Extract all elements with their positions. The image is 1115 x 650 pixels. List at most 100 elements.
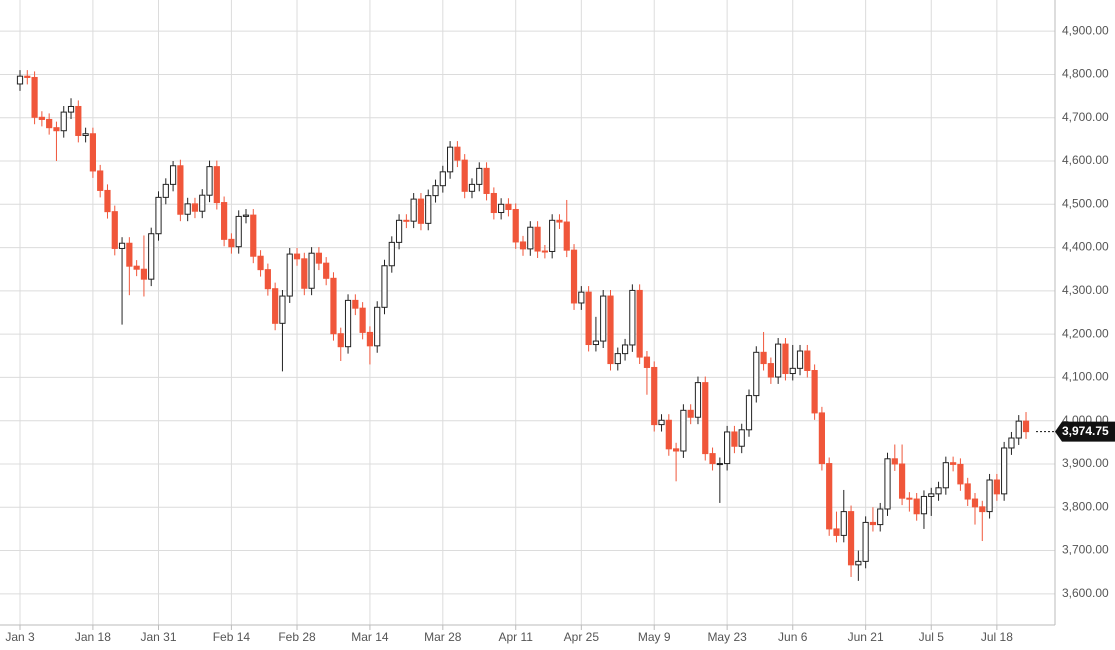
candle-body: [745, 395, 753, 431]
candle-body: [964, 483, 971, 500]
candle-body: [804, 350, 811, 371]
candle-body: [738, 429, 745, 447]
x-tick-label: Jan 31: [140, 630, 176, 644]
x-tick-label: Jun 21: [848, 630, 884, 644]
price-tag: [1055, 421, 1115, 442]
candle-body: [607, 295, 614, 365]
candle-body: [694, 382, 702, 418]
candle-body: [38, 116, 45, 120]
x-tick-label: Feb 28: [278, 630, 316, 644]
y-tick-label: 3,800.00: [1062, 499, 1109, 513]
candle-body: [301, 258, 308, 289]
candle-body: [395, 219, 403, 243]
candle-body: [775, 343, 782, 378]
candle-body: [570, 249, 578, 304]
y-tick-label: 4,400.00: [1062, 240, 1109, 254]
candle-body: [439, 171, 446, 187]
y-tick-label: 4,100.00: [1062, 370, 1109, 384]
x-tick-label: Apr 25: [564, 630, 600, 644]
x-tick-label: Jul 5: [919, 630, 945, 644]
candle-body: [585, 291, 592, 346]
candle-body: [476, 167, 483, 185]
candle-body: [454, 146, 461, 161]
candle-body: [344, 299, 352, 348]
candle-body: [184, 203, 191, 215]
candle-body: [993, 479, 1000, 495]
candle-body: [53, 127, 60, 132]
candle-body: [1022, 420, 1030, 433]
candle-body: [67, 105, 75, 113]
candle-body: [665, 419, 672, 450]
candle-body: [366, 331, 374, 347]
x-tick-label: Jan 18: [75, 630, 111, 644]
candle-body: [468, 183, 476, 192]
candle-body: [133, 265, 140, 270]
candle-body: [352, 299, 359, 309]
candle-body: [461, 159, 468, 192]
candle-body: [855, 560, 862, 566]
candle-body: [374, 306, 381, 347]
candle-body: [556, 219, 563, 223]
candle-body: [75, 105, 82, 136]
y-tick-label: 4,200.00: [1062, 326, 1109, 340]
candle-body: [257, 255, 264, 271]
y-tick-label: 4,500.00: [1062, 196, 1109, 210]
candle-body: [578, 291, 585, 304]
candle-body: [97, 170, 104, 191]
candle-body: [272, 288, 279, 324]
candle-body: [199, 194, 206, 212]
candle-body: [417, 198, 425, 224]
candle-body: [1001, 447, 1008, 495]
x-tick-label: Jan 3: [5, 630, 35, 644]
candle-body: [337, 333, 344, 348]
candle-body: [760, 351, 767, 365]
candle-body: [906, 497, 913, 500]
candle-body: [687, 409, 694, 418]
candle-body: [862, 521, 869, 562]
x-tick-label: Feb 14: [213, 630, 251, 644]
x-tick-label: Jun 6: [778, 630, 808, 644]
candle-body: [942, 462, 949, 489]
candle-body: [796, 350, 804, 369]
candle-body: [541, 250, 548, 253]
candle-body: [789, 367, 796, 375]
candle-body: [425, 195, 432, 224]
candle-body: [709, 453, 716, 465]
candle-body: [643, 356, 651, 368]
candle-body: [512, 208, 519, 243]
candle-body: [833, 528, 840, 536]
candle-body: [869, 521, 877, 526]
candle-body: [104, 189, 111, 213]
candle-body: [242, 214, 250, 217]
y-tick-label: 4,900.00: [1062, 23, 1109, 37]
candle-body: [716, 463, 723, 466]
x-tick-label: Mar 28: [424, 630, 462, 644]
candle-body: [767, 363, 774, 378]
candle-body: [782, 343, 789, 375]
candle-body: [264, 269, 271, 290]
candle-body: [169, 165, 177, 185]
candle-body: [673, 448, 680, 452]
candle-body: [629, 289, 636, 346]
candle-body: [549, 219, 556, 252]
candle-body: [24, 75, 31, 78]
candle-body: [840, 511, 847, 536]
candle-body: [731, 431, 738, 447]
candle-body: [651, 366, 658, 426]
candle-body: [563, 221, 570, 251]
candle-body: [432, 185, 439, 197]
candle-body: [519, 241, 527, 250]
candle-body: [600, 295, 607, 342]
candle-body: [162, 183, 169, 198]
candle-body: [636, 289, 643, 358]
candle-body: [221, 202, 228, 240]
candle-body: [359, 307, 366, 333]
candle-body: [702, 382, 709, 455]
x-tick-label: Apr 11: [498, 630, 533, 644]
candle-body: [388, 241, 395, 267]
candle-body: [286, 253, 293, 297]
candle-body: [111, 211, 118, 249]
candle-body: [191, 203, 199, 212]
candle-body: [323, 262, 330, 279]
